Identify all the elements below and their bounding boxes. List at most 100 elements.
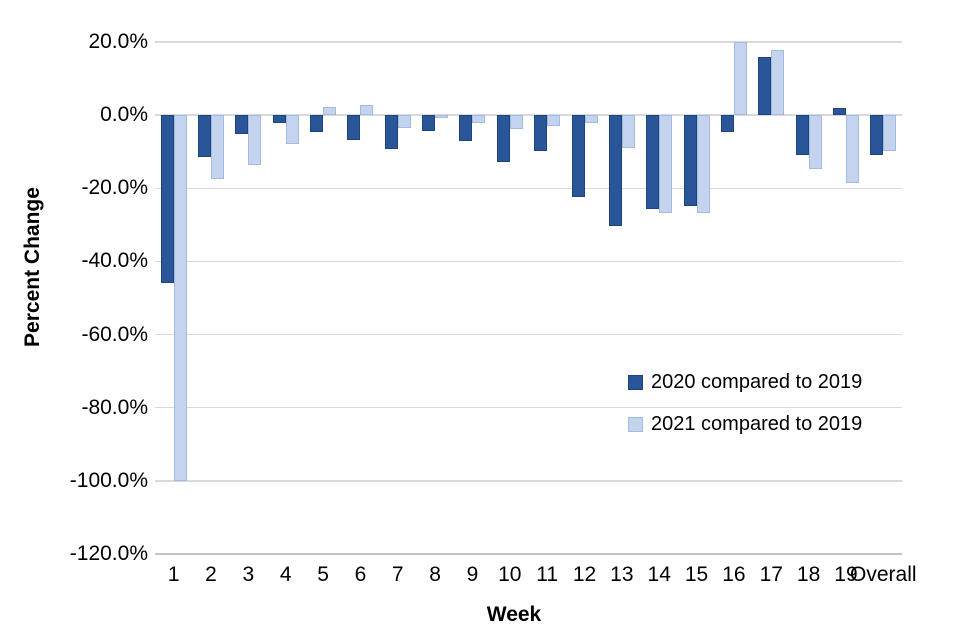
x-tick-label: 10 — [498, 563, 522, 586]
bar-2020-week-6 — [347, 115, 361, 141]
bar-2021-week-6 — [360, 105, 374, 116]
x-tick-label: 13 — [610, 563, 634, 586]
gridline — [155, 406, 902, 409]
legend-label-2021: 2021 compared to 2019 — [651, 412, 863, 435]
bar-group-6 — [342, 42, 379, 554]
bar-group-15 — [678, 42, 715, 554]
bar-group-10 — [491, 42, 528, 554]
bar-2020-week-15 — [683, 115, 697, 206]
gridline — [155, 260, 902, 263]
legend-swatch-2020 — [628, 374, 643, 390]
bar-group-11 — [529, 42, 566, 554]
x-tick-label: 8 — [429, 563, 441, 586]
x-tick-label: 2 — [205, 563, 217, 586]
bar-2020-week-16 — [720, 115, 734, 132]
bar-group-17 — [753, 42, 790, 554]
bar-group-4 — [267, 42, 304, 554]
bar-2021-week-18 — [808, 115, 822, 170]
gridline — [155, 553, 902, 555]
bar-2021-week-9 — [472, 115, 486, 123]
bar-group-9 — [454, 42, 491, 554]
bar-2021-week-13 — [621, 115, 635, 149]
bar-2021-week-11 — [547, 115, 561, 127]
bar-2021-week-12 — [584, 115, 598, 123]
bar-2020-week-1 — [160, 115, 174, 283]
bar-2021-week-7 — [397, 115, 411, 129]
bar-2021-overall — [883, 115, 897, 151]
bar-2020-week-9 — [459, 115, 473, 142]
legend: 2020 compared to 2019 2021 compared to 2… — [628, 368, 862, 452]
bar-2021-week-2 — [211, 115, 225, 180]
bar-2020-week-19 — [832, 107, 846, 116]
bar-2021-week-16 — [733, 42, 747, 116]
bar-2020-overall — [870, 115, 884, 155]
bar-2020-week-4 — [272, 115, 286, 124]
bar-2020-week-14 — [646, 115, 660, 210]
x-tick-label: 4 — [279, 563, 292, 586]
bar-group-18 — [790, 42, 827, 554]
legend-label-2020: 2020 compared to 2019 — [651, 370, 863, 393]
bar-group-3 — [230, 42, 267, 554]
bar-2021-week-5 — [323, 106, 337, 116]
y-tick-label: -20.0% — [81, 176, 148, 200]
bar-2020-week-10 — [496, 115, 510, 162]
bar-group-overall — [865, 42, 902, 554]
x-tick-label: 1 — [167, 563, 180, 586]
bar-group-13 — [603, 42, 640, 554]
plot-area — [155, 41, 902, 555]
bar-2020-week-12 — [571, 115, 585, 197]
x-tick-label: 12 — [572, 563, 597, 586]
y-tick-label: -100.0% — [69, 468, 148, 492]
legend-item-2020: 2020 compared to 2019 — [628, 368, 862, 396]
gridline — [155, 41, 902, 43]
x-tick-label: 9 — [466, 563, 479, 586]
y-tick-label: -40.0% — [81, 249, 148, 273]
y-tick-label: 20.0% — [88, 30, 148, 53]
bar-2021-week-14 — [659, 115, 673, 214]
bar-2020-week-5 — [310, 115, 324, 132]
x-tick-label: 19 — [834, 563, 858, 586]
x-tick-label: 17 — [759, 563, 783, 586]
x-axis-title: Week — [486, 603, 542, 626]
y-tick-label: -80.0% — [81, 395, 148, 419]
x-tick-label: 11 — [536, 563, 559, 586]
bar-2020-week-7 — [384, 115, 398, 150]
x-tick-label: 15 — [684, 563, 709, 586]
bar-2020-week-18 — [795, 115, 809, 156]
bar-group-2 — [192, 42, 229, 554]
y-tick-label: -120.0% — [69, 542, 148, 565]
bar-group-1 — [155, 42, 192, 554]
gridline — [155, 187, 902, 190]
bar-2021-week-8 — [435, 115, 449, 119]
bar-2020-week-13 — [608, 115, 622, 226]
gridline — [155, 333, 902, 336]
bar-2021-week-19 — [845, 115, 859, 183]
y-tick-label: 0.0% — [100, 103, 148, 127]
x-tick-label: 18 — [796, 563, 821, 586]
bar-2020-week-8 — [422, 115, 436, 132]
bar-group-19 — [827, 42, 864, 554]
bar-group-7 — [379, 42, 416, 554]
x-tick-label: 6 — [354, 563, 367, 586]
legend-item-2021: 2021 compared to 2019 — [628, 410, 862, 438]
gridline — [155, 480, 902, 482]
bar-2021-week-1 — [173, 115, 187, 481]
bar-2021-week-17 — [771, 50, 785, 116]
y-tick-label: -60.0% — [81, 322, 148, 346]
legend-swatch-2021 — [628, 416, 643, 432]
bar-2020-week-11 — [534, 115, 548, 151]
x-tick-label: 3 — [242, 563, 255, 586]
bar-group-16 — [715, 42, 752, 554]
bar-2021-week-4 — [285, 115, 299, 145]
bar-group-5 — [304, 42, 341, 554]
bar-group-14 — [641, 42, 678, 554]
x-tick-label: 5 — [317, 563, 329, 586]
bar-2021-week-3 — [248, 115, 262, 165]
x-tick-label: 7 — [391, 563, 404, 586]
bar-2020-week-17 — [758, 56, 772, 116]
x-tick-label: Overall — [850, 563, 917, 586]
bar-2020-week-3 — [235, 115, 249, 135]
x-tick-label: 16 — [722, 563, 746, 586]
x-tick-label: 14 — [647, 563, 671, 586]
